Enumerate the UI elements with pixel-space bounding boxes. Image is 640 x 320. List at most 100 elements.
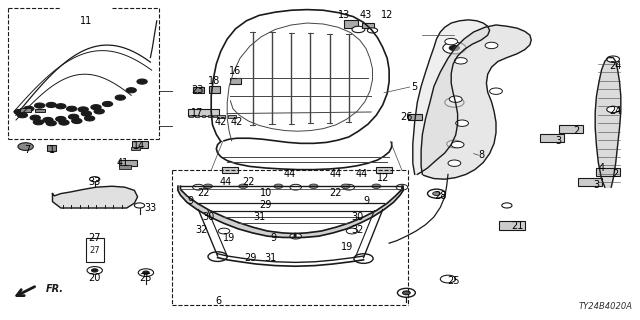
Circle shape	[143, 271, 149, 274]
Text: 12: 12	[381, 10, 394, 20]
Circle shape	[433, 192, 440, 196]
Circle shape	[502, 203, 512, 208]
Text: 23: 23	[191, 84, 204, 95]
Text: 19: 19	[340, 242, 353, 252]
Circle shape	[341, 184, 350, 188]
Circle shape	[445, 98, 464, 107]
Circle shape	[274, 184, 283, 188]
Text: 3: 3	[555, 136, 561, 147]
Circle shape	[68, 114, 79, 119]
Bar	[362, 23, 374, 28]
Circle shape	[115, 95, 125, 100]
Circle shape	[18, 143, 33, 150]
Circle shape	[67, 106, 77, 111]
Text: 27: 27	[90, 246, 100, 255]
Circle shape	[208, 252, 227, 261]
Circle shape	[43, 117, 53, 123]
Text: 8: 8	[478, 150, 484, 160]
Text: 22: 22	[197, 188, 210, 198]
Text: 16: 16	[229, 66, 242, 76]
Circle shape	[290, 233, 301, 239]
Bar	[132, 141, 147, 148]
Circle shape	[91, 105, 101, 110]
Text: 10: 10	[259, 188, 272, 198]
Circle shape	[204, 184, 212, 188]
Circle shape	[14, 109, 24, 115]
Circle shape	[33, 120, 44, 125]
Circle shape	[35, 103, 45, 108]
Text: 11: 11	[80, 16, 93, 26]
Circle shape	[59, 120, 69, 125]
Bar	[408, 114, 422, 120]
Polygon shape	[421, 25, 531, 179]
Text: 25: 25	[140, 273, 152, 284]
Circle shape	[78, 107, 88, 112]
Text: 29: 29	[244, 252, 257, 263]
Circle shape	[81, 111, 92, 116]
Circle shape	[490, 88, 502, 94]
Bar	[208, 115, 212, 117]
Circle shape	[352, 26, 365, 33]
Polygon shape	[52, 186, 138, 208]
Polygon shape	[413, 20, 490, 174]
Circle shape	[354, 254, 373, 263]
Circle shape	[447, 140, 462, 148]
Bar	[228, 115, 236, 118]
Circle shape	[30, 115, 40, 120]
Text: 31: 31	[253, 212, 266, 222]
Circle shape	[397, 288, 415, 297]
Bar	[119, 160, 137, 166]
Polygon shape	[294, 186, 403, 237]
Text: 33: 33	[88, 177, 101, 188]
Circle shape	[445, 38, 458, 45]
Text: 44: 44	[330, 169, 342, 180]
Circle shape	[46, 102, 56, 108]
Bar	[131, 147, 141, 150]
Bar	[376, 167, 392, 173]
Text: 9: 9	[188, 196, 194, 206]
Bar	[47, 145, 56, 151]
Text: 30: 30	[351, 212, 364, 222]
Circle shape	[440, 275, 456, 283]
Bar	[119, 165, 131, 169]
Bar	[578, 179, 602, 186]
Circle shape	[454, 58, 467, 64]
Bar	[189, 115, 193, 117]
Bar	[230, 78, 241, 84]
Polygon shape	[595, 58, 621, 187]
Text: TY24B4020A: TY24B4020A	[579, 302, 632, 311]
Bar	[223, 167, 238, 173]
Text: 1: 1	[49, 145, 56, 156]
Circle shape	[403, 291, 410, 295]
Text: 18: 18	[208, 76, 221, 86]
Circle shape	[72, 118, 82, 124]
Text: 19: 19	[223, 233, 236, 244]
Circle shape	[87, 267, 102, 274]
Circle shape	[428, 189, 445, 198]
Bar	[20, 108, 31, 112]
Circle shape	[134, 203, 145, 208]
Text: 33: 33	[144, 203, 157, 213]
Text: 2: 2	[612, 169, 619, 180]
Text: 44: 44	[355, 169, 368, 180]
Text: 6: 6	[216, 296, 222, 307]
Bar	[188, 109, 219, 116]
Bar	[195, 115, 199, 117]
Circle shape	[90, 177, 100, 182]
Text: 42: 42	[230, 117, 243, 127]
Circle shape	[193, 184, 204, 190]
Text: 22: 22	[242, 177, 255, 187]
Circle shape	[46, 121, 56, 126]
Text: FR.: FR.	[46, 284, 64, 294]
Circle shape	[343, 184, 355, 190]
Circle shape	[451, 141, 464, 148]
Circle shape	[56, 104, 66, 109]
Circle shape	[290, 184, 301, 190]
Text: 17: 17	[191, 108, 204, 118]
Circle shape	[607, 56, 620, 62]
Text: 27: 27	[88, 233, 101, 244]
Text: 13: 13	[338, 10, 351, 20]
Circle shape	[456, 120, 468, 126]
Circle shape	[138, 269, 154, 276]
Text: 31: 31	[264, 252, 276, 263]
